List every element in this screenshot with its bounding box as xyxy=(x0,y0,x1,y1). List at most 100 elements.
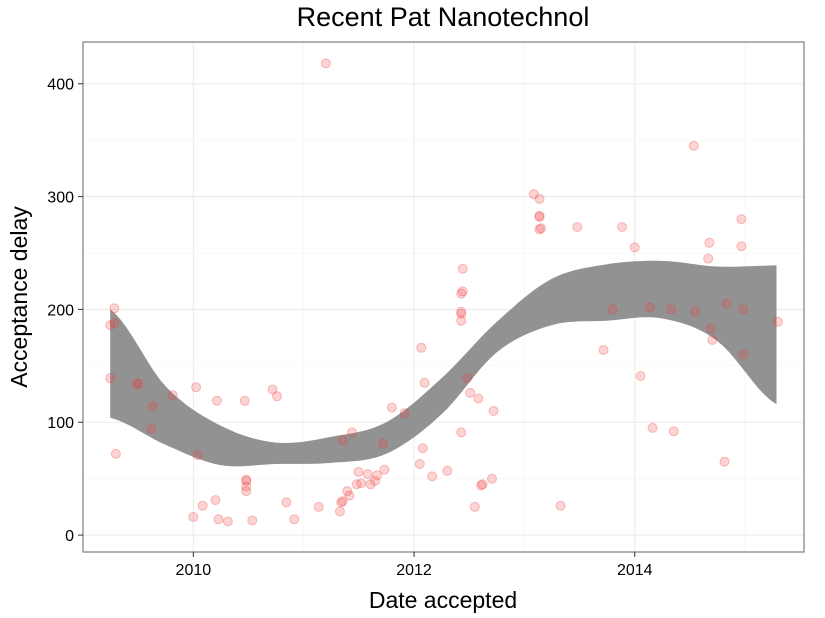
data-point xyxy=(399,408,410,419)
data-point xyxy=(213,514,224,525)
data-point xyxy=(457,263,468,274)
data-point xyxy=(427,471,438,482)
data-point xyxy=(534,224,545,235)
y-tick-label: 300 xyxy=(47,190,74,207)
data-point xyxy=(456,306,467,317)
data-point xyxy=(241,474,252,485)
axis-ticks: 2010 2012 2014 0 100 200 300 400 xyxy=(47,77,652,579)
data-point xyxy=(146,424,157,434)
data-point xyxy=(707,334,718,345)
data-point xyxy=(417,443,428,454)
data-point xyxy=(534,210,545,221)
x-axis-title: Date accepted xyxy=(369,587,517,613)
plot-panel-border xyxy=(82,41,805,553)
data-point xyxy=(247,515,258,526)
data-point xyxy=(362,469,373,480)
data-point xyxy=(147,401,158,412)
y-tick-label: 100 xyxy=(47,415,74,432)
data-point xyxy=(241,481,252,492)
data-point xyxy=(456,308,467,319)
data-point xyxy=(456,427,467,438)
data-point xyxy=(347,427,357,438)
data-point xyxy=(737,349,748,360)
data-point xyxy=(239,395,250,406)
data-point xyxy=(465,387,476,398)
data-point xyxy=(721,298,732,309)
data-point xyxy=(336,497,347,508)
y-axis-title: Acceptance delay xyxy=(6,206,32,388)
data-point xyxy=(629,242,640,253)
data-point xyxy=(737,304,748,315)
data-point xyxy=(132,378,143,389)
data-point xyxy=(617,222,627,232)
data-point xyxy=(370,475,380,486)
data-point xyxy=(469,501,480,512)
data-point xyxy=(473,393,484,404)
data-point xyxy=(334,506,345,517)
data-point xyxy=(414,459,425,469)
data-point xyxy=(773,316,783,327)
data-point xyxy=(132,378,143,389)
data-point xyxy=(377,438,388,449)
data-point xyxy=(210,495,221,506)
data-point xyxy=(555,500,566,511)
data-point xyxy=(690,306,701,317)
data-point xyxy=(528,189,539,200)
data-point xyxy=(456,315,467,326)
data-point xyxy=(647,422,658,433)
data-point xyxy=(736,214,747,225)
data-point xyxy=(356,478,367,489)
data-point xyxy=(488,406,499,416)
data-point xyxy=(320,58,331,69)
data-point xyxy=(344,490,355,501)
data-point xyxy=(211,395,222,406)
data-point xyxy=(705,323,716,334)
data-point xyxy=(109,303,120,314)
data-point xyxy=(572,222,583,232)
data-point xyxy=(365,479,376,490)
data-point xyxy=(241,475,252,486)
data-point xyxy=(487,473,497,484)
data-point xyxy=(337,496,348,507)
data-point xyxy=(289,514,300,525)
points-layer xyxy=(105,58,783,527)
x-tick-label: 2010 xyxy=(176,562,212,579)
data-point xyxy=(635,371,646,381)
y-tick-label: 400 xyxy=(47,77,74,94)
data-point xyxy=(167,390,178,401)
data-point xyxy=(267,384,278,395)
data-point xyxy=(442,465,453,476)
data-point xyxy=(534,211,545,222)
data-point xyxy=(688,140,699,151)
data-point xyxy=(109,318,120,328)
data-point xyxy=(379,464,390,475)
data-point xyxy=(704,237,715,248)
data-point xyxy=(281,497,292,508)
data-point xyxy=(353,466,364,477)
data-point xyxy=(719,456,730,467)
x-tick-label: 2012 xyxy=(396,562,432,579)
data-point xyxy=(666,304,676,315)
data-point xyxy=(192,450,203,460)
x-tick-label: 2014 xyxy=(617,562,653,579)
data-point xyxy=(386,402,397,413)
data-point xyxy=(188,512,199,522)
data-point xyxy=(222,516,233,527)
data-point xyxy=(598,345,609,355)
data-point xyxy=(241,486,252,497)
data-point xyxy=(668,426,679,437)
data-point xyxy=(534,193,545,204)
smooth-band-layer xyxy=(110,260,777,467)
data-point xyxy=(703,253,714,264)
data-point xyxy=(457,286,468,297)
data-point xyxy=(456,288,467,299)
data-point xyxy=(607,304,618,315)
data-point xyxy=(372,470,383,481)
data-point xyxy=(337,435,348,446)
data-point xyxy=(313,501,324,512)
chart-title: Recent Pat Nanotechnol xyxy=(297,2,590,32)
data-point xyxy=(342,486,353,497)
data-point xyxy=(736,241,747,252)
data-point xyxy=(105,373,116,384)
